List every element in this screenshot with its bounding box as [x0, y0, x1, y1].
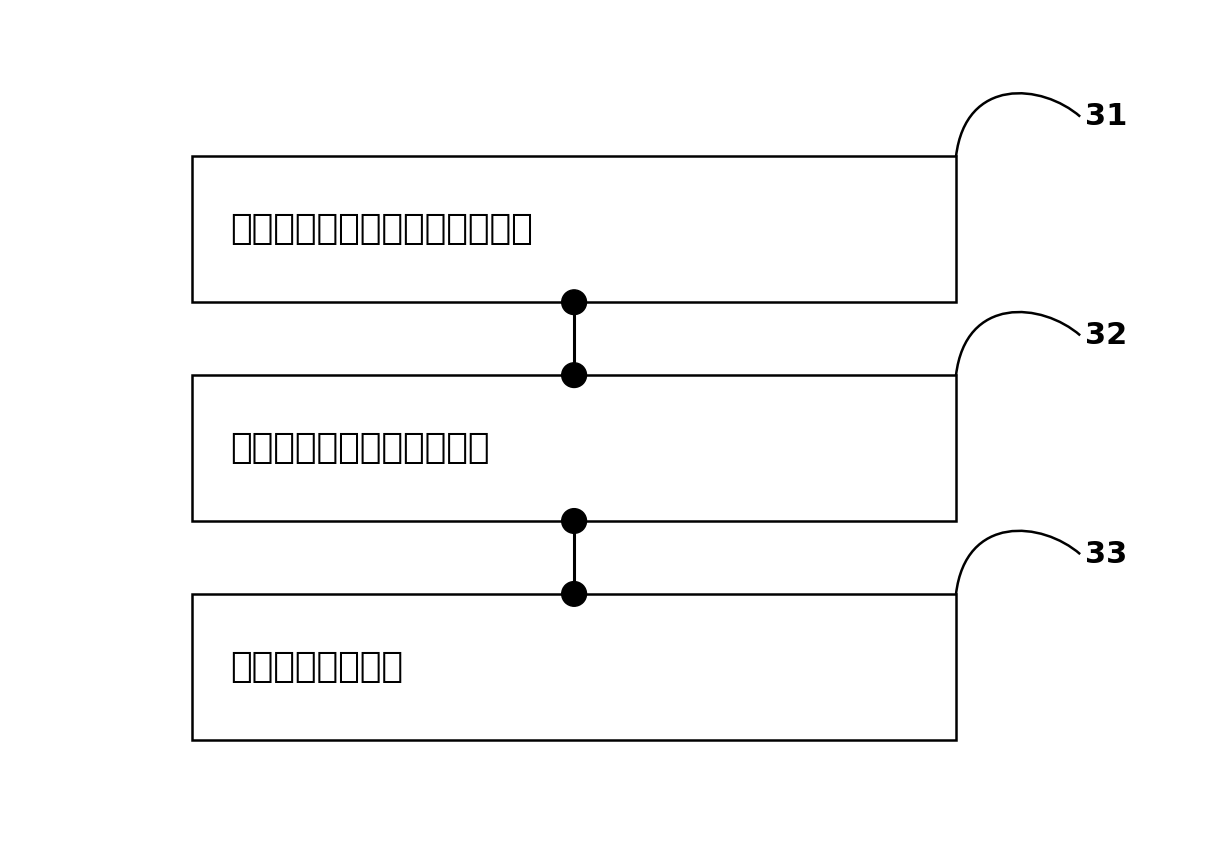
Ellipse shape: [562, 581, 586, 606]
Ellipse shape: [562, 362, 586, 387]
FancyBboxPatch shape: [192, 157, 956, 302]
Text: 带通道格式的图片序列获取单元: 带通道格式的图片序列获取单元: [230, 213, 533, 246]
FancyBboxPatch shape: [192, 594, 956, 740]
Text: 33: 33: [1085, 540, 1127, 568]
Text: 32: 32: [1085, 321, 1127, 350]
Text: 目标物体图像序列获取单元: 目标物体图像序列获取单元: [230, 431, 490, 465]
Ellipse shape: [562, 290, 586, 314]
Text: 动态效果展示单元: 动态效果展示单元: [230, 650, 403, 684]
FancyBboxPatch shape: [192, 375, 956, 521]
Ellipse shape: [562, 509, 586, 533]
Text: 31: 31: [1085, 102, 1127, 131]
